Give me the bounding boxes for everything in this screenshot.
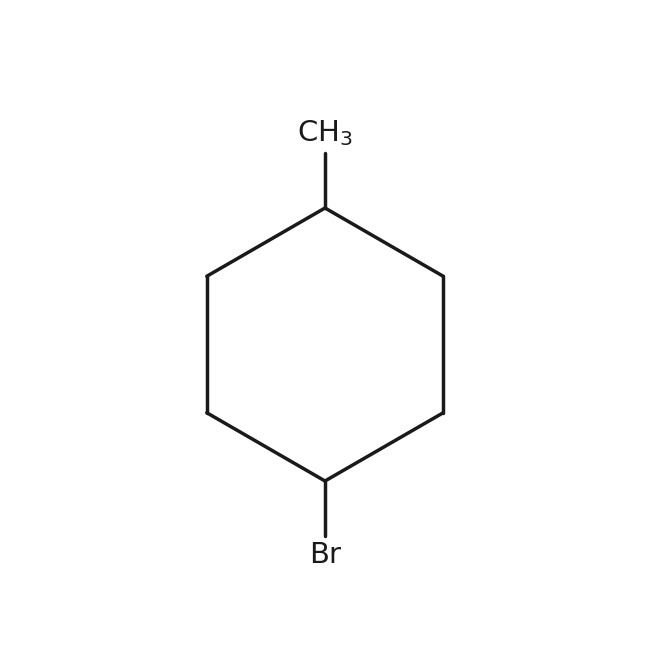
Text: CH$_3$: CH$_3$ [297, 118, 353, 148]
Text: Br: Br [309, 541, 341, 569]
